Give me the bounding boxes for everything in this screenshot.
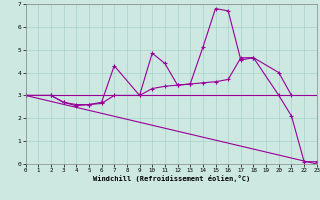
X-axis label: Windchill (Refroidissement éolien,°C): Windchill (Refroidissement éolien,°C): [92, 175, 250, 182]
